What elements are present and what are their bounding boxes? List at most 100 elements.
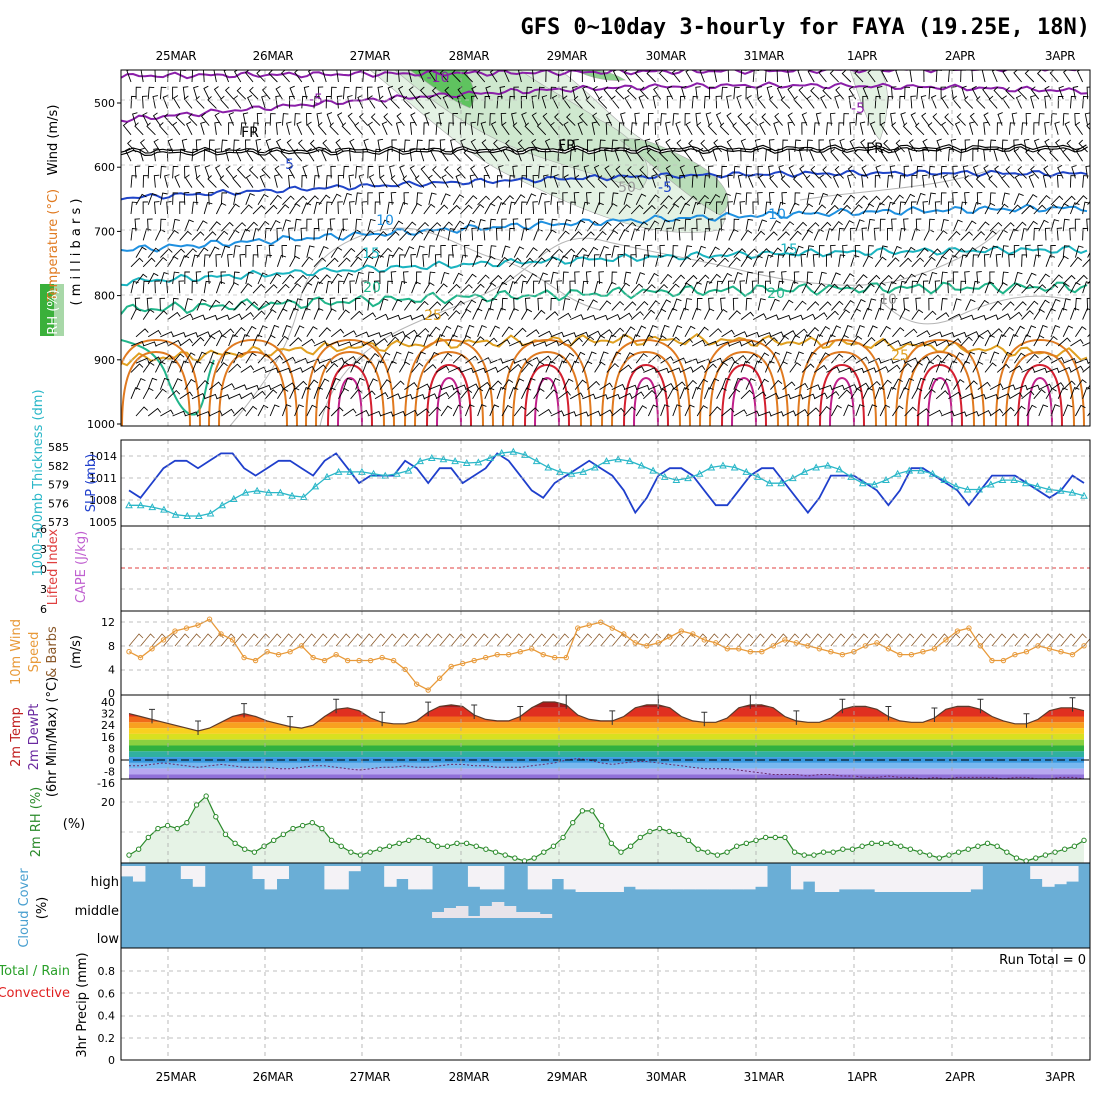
wind-barb: [1033, 204, 1047, 215]
near-surface-arch-contour: [1017, 363, 1063, 426]
wind-barb: [585, 271, 592, 285]
wind-barb: [167, 339, 182, 347]
wind-barb: [264, 309, 277, 320]
wind-barb: [538, 330, 552, 338]
wind-barb: [782, 351, 792, 364]
wind-barb: [223, 70, 230, 83]
cloud-high-clear: [527, 866, 541, 890]
wind-barb: [182, 86, 189, 100]
wind-barb: [330, 165, 336, 179]
wind-barb: [757, 165, 764, 179]
minmax-bar: [1023, 713, 1030, 728]
wind-barb: [618, 229, 630, 241]
wind-barb: [587, 246, 599, 258]
wind-barb: [264, 284, 278, 294]
wind-barb: [342, 297, 348, 311]
wind-barb: [940, 218, 949, 232]
wind-barb: [367, 410, 382, 417]
wind-barb: [379, 247, 392, 258]
wind-barb: [989, 300, 1002, 311]
top-day-label: 30MAR: [646, 49, 687, 63]
wind-barb: [940, 271, 948, 285]
wind-barb: [409, 165, 417, 179]
wind-barb: [225, 165, 234, 179]
wind-barb: [696, 297, 703, 311]
wind-barb: [745, 331, 760, 338]
wind-barb: [374, 230, 388, 241]
wind-barb: [428, 406, 442, 417]
wind-barb: [207, 271, 214, 285]
thickness-marker: [509, 447, 518, 455]
wind-barb: [139, 147, 145, 162]
wind-barb: [1026, 300, 1039, 311]
wind10m-marker: [482, 654, 489, 661]
wind-barb: [757, 219, 768, 232]
wind-barb: [286, 121, 292, 135]
rh2m-marker: [994, 843, 1000, 849]
wind-barb: [438, 112, 445, 126]
wind-barb: [538, 248, 551, 258]
wind-barb: [379, 271, 385, 285]
temp-tick-label: 0: [108, 754, 115, 767]
wind10m-barb: [703, 633, 719, 647]
wind-barb: [289, 307, 299, 320]
wind-barb: [758, 332, 772, 338]
wind-barb: [124, 147, 132, 162]
temp-ylabel: Temperature (°C): [46, 189, 61, 302]
cloud-high-clear: [922, 866, 935, 892]
chart-title: GFS 0~10day 3-hourly for FAYA (19.25E, 1…: [520, 15, 1090, 40]
wind-barb: [728, 310, 741, 320]
wind-barb: [525, 218, 531, 232]
wind-barb: [530, 147, 537, 162]
wind-barb: [386, 254, 395, 267]
wind-barb: [399, 164, 405, 179]
wind-barb: [684, 148, 693, 162]
wind-barb: [996, 122, 1003, 135]
wind-barb: [1062, 218, 1070, 232]
temperature-line: [128, 701, 1085, 732]
wind-barb: [252, 310, 266, 320]
wind-barb: [1086, 297, 1090, 311]
wind10m-marker: [1012, 651, 1018, 658]
wind-barb: [252, 283, 266, 294]
thickness-marker: [940, 476, 949, 484]
bottom-day-label: 31MAR: [744, 1070, 785, 1084]
wind-barb: [184, 378, 196, 390]
wind-barb: [208, 139, 215, 153]
wind-barb: [794, 328, 808, 338]
minmax-bar: [747, 695, 754, 709]
wind-barb: [960, 280, 967, 294]
wind-barb: [679, 366, 694, 373]
wind-barb: [899, 341, 914, 347]
wind-barb: [681, 85, 687, 100]
wind-barb: [465, 355, 479, 364]
wind-barb: [569, 280, 575, 294]
wind-barb: [390, 271, 397, 285]
thickness-marker: [393, 469, 401, 477]
wind-barb: [679, 175, 685, 188]
wind-barb: [160, 354, 174, 364]
wind10m-marker: [183, 625, 190, 631]
wind-barb: [739, 201, 746, 215]
wind-barb: [245, 352, 257, 364]
wind-barb: [923, 360, 934, 373]
wind10m-barb: [508, 633, 523, 647]
wind-barb: [886, 95, 894, 109]
wind-barb: [444, 166, 454, 179]
wind-barb: [806, 245, 814, 258]
cloud-high-clear: [647, 866, 660, 890]
wind-barb: [488, 148, 498, 162]
wind-barb: [1082, 95, 1089, 109]
wind-barb: [879, 195, 893, 206]
temperature-band: [129, 739, 1084, 746]
wind-barb: [289, 255, 300, 268]
wind-barb: [277, 204, 290, 215]
wind-barb: [330, 86, 337, 100]
wind-barb: [679, 338, 693, 347]
wind-barb: [191, 148, 199, 162]
wind-barb: [575, 411, 589, 417]
wind-barb: [655, 204, 668, 215]
wind-barb: [903, 218, 909, 232]
wind-barb: [739, 280, 746, 294]
wind-barb: [355, 218, 362, 232]
